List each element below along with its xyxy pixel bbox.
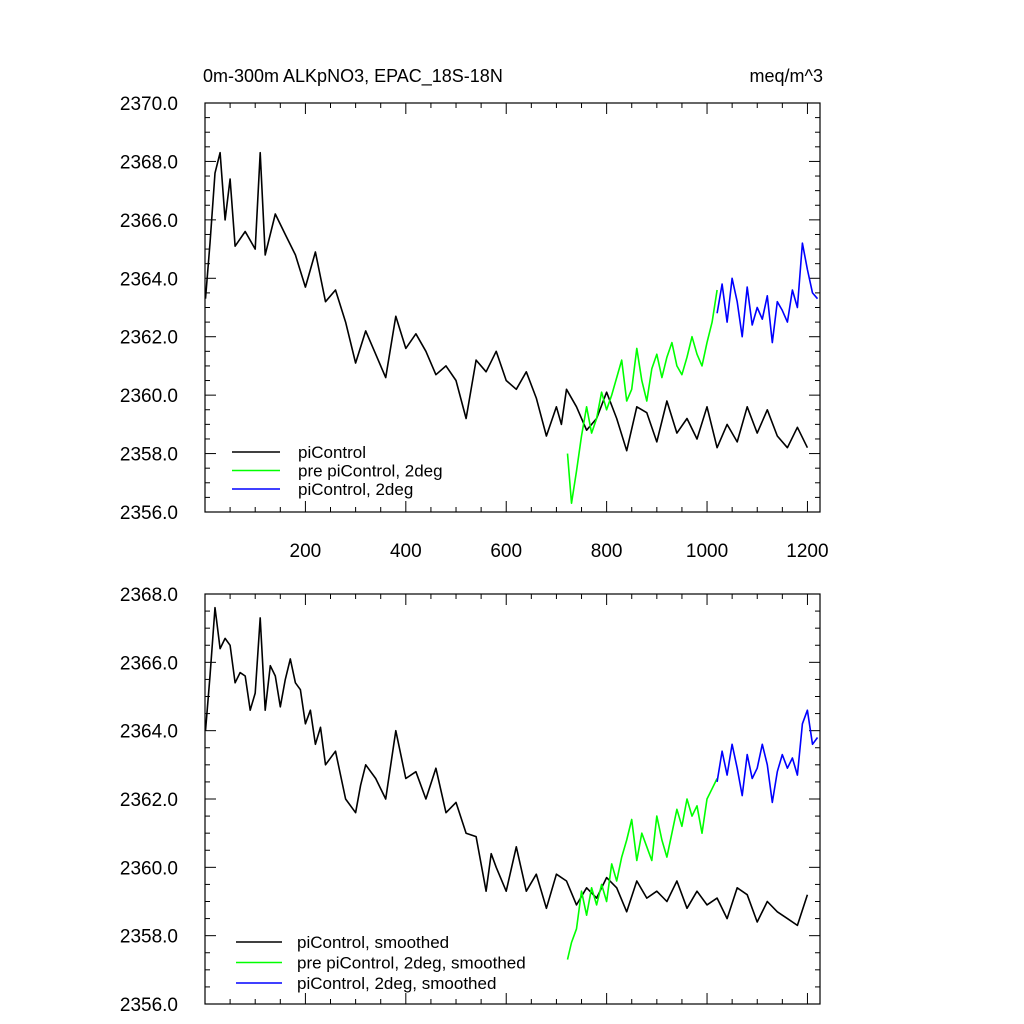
bottom-plot-lines: [204, 606, 819, 960]
legend-label: piControl, smoothed: [297, 933, 449, 952]
legend-label: pre piControl, 2deg, smoothed: [297, 954, 526, 973]
x-tick-label: 200: [290, 541, 322, 562]
chart-title: 0m-300m ALKpNO3, EPAC_18S-18N: [203, 66, 503, 87]
bottom-panel: 2356.0 2358.0 2360.0 2362.0 2364.0 2366.0 2368…: [120, 585, 821, 1016]
bottom-legend: piControl, smoothed pre piControl, 2deg, …: [236, 933, 526, 993]
y-tick-label: 2368.0: [120, 585, 178, 606]
y-tick-label: 2356.0: [120, 503, 178, 524]
x-tick-label: 800: [591, 541, 623, 562]
series-line-3: [716, 709, 819, 804]
series-line-1: [204, 606, 809, 927]
y-tick-label: 2366.0: [120, 211, 178, 232]
legend-label: piControl, 2deg, smoothed: [297, 974, 496, 993]
x-tick-label: 1200: [786, 541, 828, 562]
y-tick-label: 2366.0: [120, 653, 178, 674]
y-tick-label: 2356.0: [120, 995, 178, 1016]
y-tick-label: 2364.0: [120, 269, 178, 290]
units-label: meq/m^3: [750, 66, 823, 86]
x-tick-label: 400: [390, 541, 422, 562]
y-tick-label: 2358.0: [120, 445, 178, 466]
legend-label: piControl, 2deg: [298, 480, 413, 499]
series-line-2: [566, 778, 718, 960]
top-axis-ticks: 2356.0 2358.0 2360.0 2362.0 2364.0 2366.0 2368…: [120, 94, 829, 562]
y-tick-label: 2360.0: [120, 386, 178, 407]
legend-label: piControl: [298, 443, 366, 462]
top-plot-lines: [204, 151, 819, 505]
top-plot-frame: [204, 102, 821, 513]
x-tick-label: 1000: [686, 541, 728, 562]
y-tick-label: 2358.0: [120, 927, 178, 948]
bottom-plot-frame: [204, 593, 821, 1005]
y-tick-label: 2364.0: [120, 722, 178, 743]
top-panel: 0m-300m ALKpNO3, EPAC_18S-18N meq/m^3 23…: [120, 66, 829, 562]
series-line-1: [204, 151, 809, 452]
y-tick-label: 2360.0: [120, 858, 178, 879]
y-tick-label: 2368.0: [120, 152, 178, 173]
y-tick-label: 2362.0: [120, 328, 178, 349]
series-line-3: [716, 242, 819, 344]
bottom-axis-ticks: 2356.0 2358.0 2360.0 2362.0 2364.0 2366.0 2368…: [120, 585, 820, 1016]
y-tick-label: 2362.0: [120, 790, 178, 811]
series-line-2: [566, 289, 718, 505]
legend-label: pre piControl, 2deg: [298, 462, 443, 481]
y-tick-label: 2370.0: [120, 94, 178, 115]
x-tick-label: 600: [490, 541, 522, 562]
